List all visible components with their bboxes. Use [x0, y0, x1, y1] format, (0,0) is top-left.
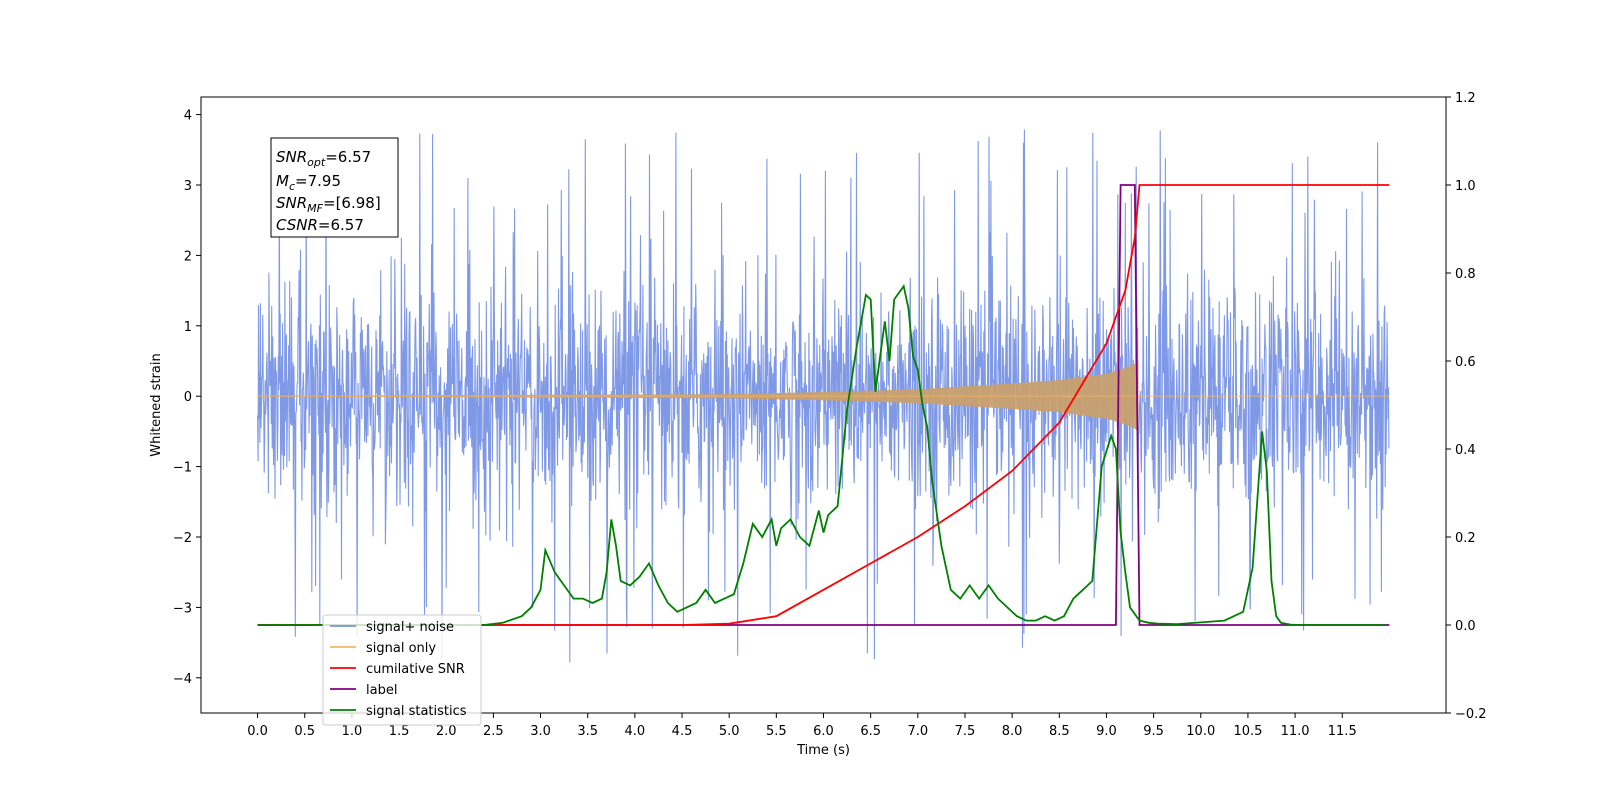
legend-label: label: [366, 683, 397, 698]
x-tick-label: 6.5: [860, 724, 881, 739]
x-tick-label: 10.0: [1186, 724, 1215, 739]
annotation-mc: Mc=7.95: [276, 172, 341, 193]
x-tick-label: 10.5: [1233, 724, 1262, 739]
y-tick-label-left: 3: [184, 179, 192, 194]
annotation-csnr: CSNR=6.57: [276, 216, 364, 234]
y-axis-right: 1.2 1.0 0.8 0.6 0.4 0.2 0.0 −0.2: [1446, 91, 1487, 722]
x-tick-label: 8.5: [1049, 724, 1070, 739]
x-tick-label: 11.0: [1281, 724, 1310, 739]
annotation-box: SNRopt=6.57 Mc=7.95 SNRMF=[6.98] CSNR=6.…: [270, 137, 399, 238]
y-tick-label-left: −3: [173, 601, 192, 616]
x-tick-label: 0.5: [294, 724, 315, 739]
x-axis-label: Time (s): [796, 743, 850, 758]
series-label: [257, 184, 1390, 626]
axes-frame: [200, 96, 1447, 714]
series-signal-statistics: [257, 284, 1385, 626]
annotation-frame: [270, 137, 399, 238]
plot-area: [257, 129, 1390, 663]
x-tick-label: 3.0: [530, 724, 551, 739]
x-tick-label: 7.0: [907, 724, 928, 739]
y-tick-label-right: 0.0: [1455, 619, 1476, 634]
y-tick-label-right: 1.2: [1455, 91, 1476, 106]
x-tick-label: 7.5: [955, 724, 976, 739]
y-tick-label-right: 0.4: [1455, 443, 1476, 458]
legend-label: signal+ noise: [366, 620, 454, 635]
x-tick-label: 1.5: [389, 724, 410, 739]
x-axis: 0.0 0.5 1.0 1.5 2.0 2.5 3.0 3.5 4.0 4.5 5.0 5.5 6.0 6…: [247, 713, 1357, 739]
x-tick-label: 3.5: [577, 724, 598, 739]
y-tick-label-right: 1.0: [1455, 179, 1476, 194]
y-tick-label-left: 1: [184, 320, 192, 335]
y-axis-left: 4 3 2 1 0 −1 −2 −3 −4: [173, 109, 201, 687]
y-axis-label: Whitened strain: [149, 353, 164, 456]
y-tick-label-right: 0.6: [1455, 355, 1476, 370]
x-tick-label: 5.5: [766, 724, 787, 739]
series-signal-plus-noise: [257, 129, 1390, 663]
legend-label: signal only: [366, 641, 436, 656]
x-tick-label: 9.0: [1096, 724, 1117, 739]
annotation-snr-opt: SNRopt=6.57: [276, 148, 371, 169]
legend-label: signal statistics: [366, 704, 467, 719]
x-tick-label: 6.0: [813, 724, 834, 739]
x-tick-label: 2.0: [436, 724, 457, 739]
legend-frame: [322, 614, 482, 726]
legend-label: cumilative SNR: [366, 662, 465, 677]
x-tick-label: 0.0: [247, 724, 268, 739]
x-tick-label: 4.5: [672, 724, 693, 739]
y-tick-label-left: −2: [173, 531, 192, 546]
y-tick-label-right: 0.8: [1455, 267, 1476, 282]
legend: signal+ noise signal only cumilative SNR la…: [322, 614, 482, 726]
y-tick-label-right: −0.2: [1455, 707, 1487, 722]
y-tick-label-right: 0.2: [1455, 531, 1476, 546]
y-tick-label-left: 2: [184, 249, 192, 264]
x-tick-label: 11.5: [1328, 724, 1357, 739]
series-cumulative-snr: [257, 184, 1390, 626]
x-tick-label: 2.5: [483, 724, 504, 739]
y-tick-label-left: −1: [173, 461, 192, 476]
x-tick-label: 1.0: [342, 724, 363, 739]
y-tick-label-left: 0: [184, 390, 192, 405]
x-tick-label: 9.5: [1143, 724, 1164, 739]
annotation-snr-mf: SNRMF=[6.98]: [276, 194, 381, 215]
x-tick-label: 4.0: [625, 724, 646, 739]
x-tick-label: 8.0: [1002, 724, 1023, 739]
y-tick-label-left: −4: [173, 672, 192, 687]
y-tick-label-left: 4: [184, 109, 192, 124]
x-tick-label: 5.0: [719, 724, 740, 739]
